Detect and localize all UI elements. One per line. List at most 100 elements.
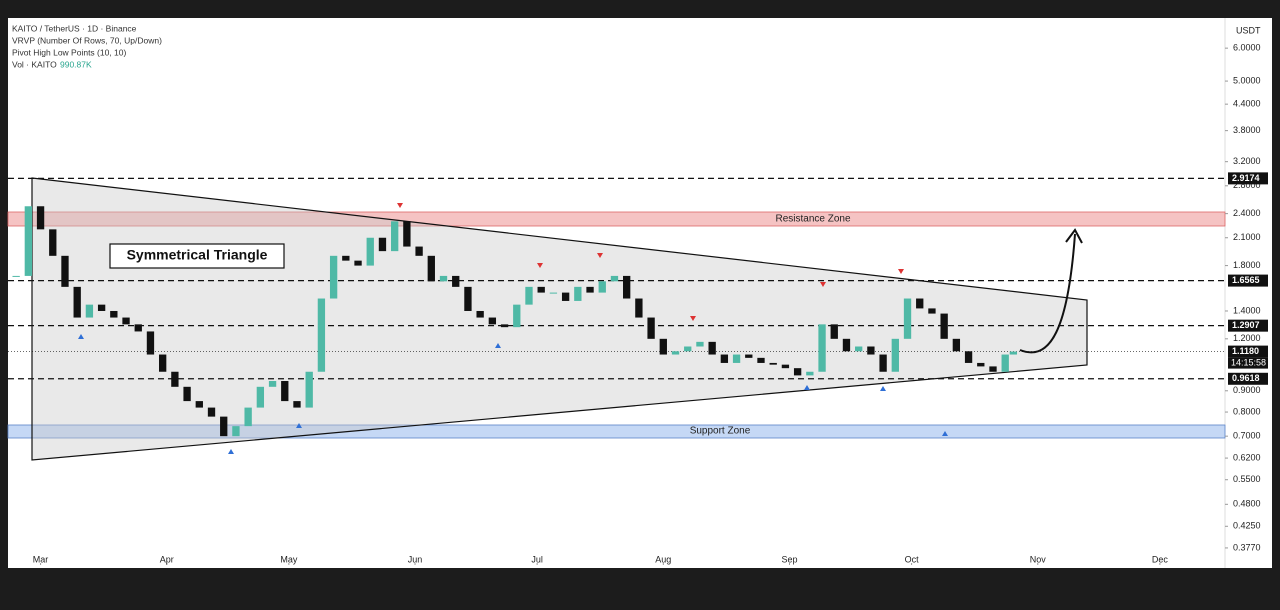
candle bbox=[610, 275, 619, 282]
candle bbox=[85, 304, 94, 318]
candle bbox=[793, 368, 802, 376]
header: VRVP (Number Of Rows, 70, Up/Down) bbox=[12, 35, 162, 45]
y-tick-label: 1.8000 bbox=[1233, 260, 1261, 270]
price-tag bbox=[1228, 172, 1268, 185]
candle bbox=[195, 401, 203, 408]
candle bbox=[378, 237, 387, 252]
price-label: 1.2907 bbox=[1232, 320, 1260, 330]
y-tick-label: 0.3770 bbox=[1233, 542, 1261, 552]
currency: USDT bbox=[1236, 25, 1261, 35]
y-tick-label: 3.8000 bbox=[1233, 125, 1261, 135]
candle bbox=[635, 298, 643, 318]
candle bbox=[256, 386, 265, 408]
candle bbox=[671, 351, 680, 355]
candle bbox=[427, 255, 435, 282]
candle bbox=[244, 407, 252, 427]
x-tick-label: Jun bbox=[408, 554, 423, 564]
candle bbox=[61, 255, 69, 287]
resistance-zone bbox=[7, 211, 1226, 227]
triangle bbox=[31, 177, 1088, 461]
price-tag bbox=[1228, 345, 1268, 358]
candle bbox=[73, 286, 81, 318]
plot bbox=[8, 177, 1225, 437]
price-label: 0.9618 bbox=[1232, 373, 1260, 383]
candle bbox=[537, 286, 545, 293]
resistance-label: Resistance Zone bbox=[775, 214, 850, 225]
candle bbox=[12, 275, 20, 277]
support-label: Support Zone bbox=[690, 426, 751, 437]
x-tick-label: Jul bbox=[531, 554, 543, 564]
candle bbox=[977, 362, 985, 367]
candle bbox=[281, 381, 289, 402]
x-tick-label: Mar bbox=[33, 554, 49, 564]
candle bbox=[159, 354, 167, 372]
candle bbox=[97, 304, 106, 311]
candle bbox=[989, 366, 997, 372]
candle bbox=[122, 317, 130, 325]
candle bbox=[806, 371, 814, 376]
y-tick-label: 0.4800 bbox=[1233, 499, 1261, 509]
candle bbox=[476, 310, 484, 318]
candle bbox=[659, 338, 667, 355]
candle bbox=[745, 354, 753, 358]
y-tick-label: 0.8000 bbox=[1233, 406, 1261, 416]
y-tick-label: 0.9000 bbox=[1233, 385, 1261, 395]
candle bbox=[964, 351, 973, 363]
candle bbox=[891, 338, 899, 372]
y-tick-label: 2.8000 bbox=[1233, 180, 1261, 190]
candle bbox=[818, 324, 826, 372]
pattern-box bbox=[109, 243, 285, 269]
y-tick-label: 0.5500 bbox=[1233, 474, 1261, 484]
x-tick-label: Aug bbox=[655, 554, 671, 564]
candle bbox=[134, 324, 142, 332]
candle bbox=[1001, 354, 1009, 372]
candle bbox=[366, 237, 374, 266]
candle bbox=[928, 308, 936, 314]
candle bbox=[305, 371, 313, 408]
y-tick-label: 5.0000 bbox=[1233, 75, 1261, 85]
candle bbox=[561, 292, 570, 301]
candle bbox=[220, 416, 228, 437]
candle bbox=[415, 246, 423, 256]
header: KAITO / TetherUS · 1D · Binance bbox=[12, 23, 137, 33]
pivot-lows bbox=[78, 334, 948, 454]
arrow bbox=[1019, 233, 1076, 354]
y-tick-label: 4.4000 bbox=[1233, 99, 1261, 109]
y-tick-label: 0.7000 bbox=[1233, 431, 1261, 441]
candle bbox=[696, 341, 704, 347]
price-label: 2.9174 bbox=[1232, 173, 1260, 183]
y-tick-label: 2.1000 bbox=[1233, 232, 1261, 242]
candle bbox=[110, 310, 118, 318]
candle bbox=[171, 371, 179, 387]
candle bbox=[574, 286, 582, 301]
candle bbox=[329, 255, 338, 299]
candle bbox=[207, 407, 216, 417]
x-tick-label: May bbox=[280, 554, 298, 564]
candle bbox=[317, 298, 326, 372]
x-tick-label: Dec bbox=[1152, 554, 1169, 564]
candle bbox=[391, 221, 399, 252]
candle bbox=[24, 206, 33, 276]
price-tag bbox=[1228, 274, 1268, 287]
y-tick-label: 0.4250 bbox=[1233, 521, 1261, 531]
y-tick-label: 2.4000 bbox=[1233, 208, 1261, 218]
price-label: 1.6565 bbox=[1232, 275, 1260, 285]
candle bbox=[623, 275, 631, 299]
candle bbox=[293, 401, 301, 408]
candle bbox=[439, 275, 448, 282]
header: Pivot High Low Points (10, 10) bbox=[12, 47, 127, 57]
candle bbox=[354, 260, 362, 266]
candle bbox=[732, 354, 741, 363]
x-tick-label: Nov bbox=[1030, 554, 1047, 564]
candle bbox=[525, 286, 533, 305]
candle bbox=[464, 286, 472, 311]
price-label: 1.1180 bbox=[1232, 346, 1259, 356]
candle bbox=[342, 255, 350, 261]
candle bbox=[36, 206, 45, 230]
candle bbox=[403, 221, 411, 247]
candle bbox=[879, 354, 887, 372]
price-tag bbox=[1228, 319, 1268, 332]
candle bbox=[769, 362, 777, 365]
